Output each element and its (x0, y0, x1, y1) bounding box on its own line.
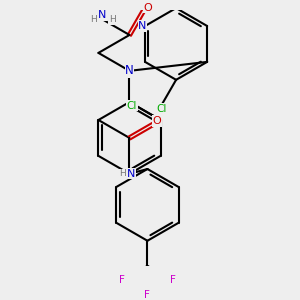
Text: F: F (170, 275, 176, 286)
Text: Cl: Cl (127, 100, 137, 111)
Text: N: N (127, 169, 135, 179)
Text: O: O (152, 116, 161, 126)
Text: Cl: Cl (157, 103, 167, 113)
Text: O: O (143, 3, 152, 13)
Text: N: N (138, 21, 147, 31)
Text: N: N (125, 64, 134, 77)
Text: F: F (145, 290, 150, 300)
Text: H: H (90, 15, 97, 24)
Text: H: H (109, 15, 116, 24)
Text: H: H (119, 169, 126, 178)
Text: N: N (98, 10, 106, 20)
Text: F: F (119, 275, 125, 286)
